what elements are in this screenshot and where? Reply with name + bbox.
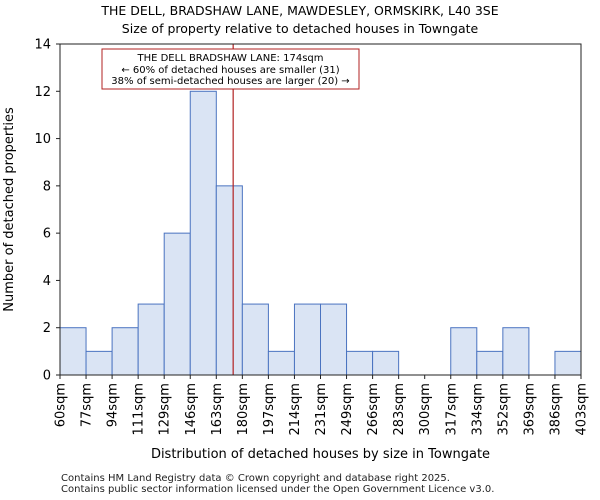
histogram-bar bbox=[85, 350, 113, 376]
x-tick-label: 403sqm bbox=[575, 383, 590, 436]
x-tick-label: 129sqm bbox=[158, 383, 173, 436]
y-tick-label: 2 bbox=[43, 321, 51, 336]
x-tick-label: 214sqm bbox=[288, 383, 303, 436]
axes-group: 0 2 4 6 8 10 12 14 60sqm 77sqm 94sqm 111sqm 129sqm 14… bbox=[34, 38, 589, 436]
histogram-bar bbox=[554, 350, 582, 376]
x-axis-label: Distribution of detached houses by size … bbox=[151, 447, 490, 462]
histogram-bar bbox=[267, 350, 295, 376]
chart-title: THE DELL, BRADSHAW LANE, MAWDESLEY, ORMS… bbox=[101, 3, 499, 18]
histogram-bar bbox=[346, 350, 374, 376]
x-tick-label: 197sqm bbox=[262, 383, 277, 436]
x-tick-label: 60sqm bbox=[54, 383, 69, 427]
x-tick-label: 249sqm bbox=[340, 383, 355, 436]
y-tick-label: 12 bbox=[34, 85, 51, 100]
histogram-bar bbox=[476, 350, 504, 376]
x-tick-label: 231sqm bbox=[314, 383, 329, 436]
y-tick-label: 10 bbox=[34, 132, 51, 147]
x-tick-label: 94sqm bbox=[106, 383, 121, 427]
x-tick-label: 111sqm bbox=[132, 383, 147, 436]
y-tick-label: 6 bbox=[43, 227, 51, 242]
bars-group bbox=[59, 90, 582, 376]
footer-line-1: Contains HM Land Registry data © Crown c… bbox=[61, 473, 450, 484]
histogram-bar bbox=[189, 90, 217, 376]
x-tick-label: 300sqm bbox=[418, 383, 433, 436]
annotation-box: THE DELL BRADSHAW LANE: 174sqm ← 60% of … bbox=[101, 48, 360, 90]
y-tick-label: 8 bbox=[43, 179, 51, 194]
histogram-bar bbox=[215, 185, 243, 376]
histogram-bar bbox=[320, 303, 348, 376]
x-tick-label: 146sqm bbox=[184, 383, 199, 436]
histogram-bar bbox=[372, 350, 400, 376]
x-tick-label: 334sqm bbox=[470, 383, 485, 436]
histogram-bar bbox=[241, 303, 269, 376]
x-tick-label: 283sqm bbox=[392, 383, 407, 436]
histogram-bar bbox=[111, 327, 139, 376]
annotation-line-1: THE DELL BRADSHAW LANE: 174sqm bbox=[136, 53, 323, 64]
footer-line-2: Contains public sector information licen… bbox=[61, 484, 495, 495]
histogram-bar bbox=[502, 327, 530, 376]
histogram-bar bbox=[293, 303, 322, 376]
x-tick-label: 180sqm bbox=[236, 383, 251, 436]
y-tick-label: 4 bbox=[43, 274, 51, 289]
x-tick-label: 163sqm bbox=[210, 383, 225, 436]
annotation-frame bbox=[101, 48, 360, 90]
histogram-bar bbox=[137, 303, 165, 376]
x-tick-label: 317sqm bbox=[444, 383, 459, 436]
y-axis-label: Number of detached properties bbox=[2, 107, 17, 312]
annotation-line-2: ← 60% of detached houses are smaller (31… bbox=[121, 65, 339, 76]
x-tick-label: 266sqm bbox=[366, 383, 381, 436]
x-tick-label: 352sqm bbox=[496, 383, 511, 436]
chart-subtitle: Size of property relative to detached ho… bbox=[121, 21, 479, 36]
histogram-bar bbox=[59, 327, 87, 376]
y-tick-label: 0 bbox=[43, 369, 51, 384]
y-tick-label: 14 bbox=[34, 38, 51, 53]
x-tick-label: 369sqm bbox=[522, 383, 537, 436]
x-tick-label: 77sqm bbox=[80, 383, 95, 427]
x-tick-label: 386sqm bbox=[548, 383, 563, 436]
histogram-bar bbox=[450, 327, 478, 376]
annotation-line-3: 38% of semi-detached houses are larger (… bbox=[111, 76, 349, 87]
histogram-bar bbox=[163, 232, 191, 376]
